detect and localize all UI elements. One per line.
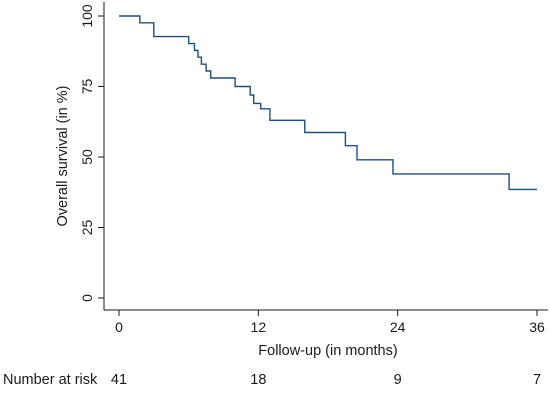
y-tick-label-0: 0 xyxy=(79,294,95,302)
x-axis-title: Follow-up (in months) xyxy=(258,343,397,359)
y-tick-label-75: 75 xyxy=(79,79,95,95)
number-at-risk-value-36: 7 xyxy=(533,372,541,388)
y-axis-title: Overall survival (in %) xyxy=(55,86,71,227)
number-at-risk-value-0: 41 xyxy=(111,372,127,388)
y-tick-label-100: 100 xyxy=(79,4,95,28)
number-at-risk-value-12: 18 xyxy=(250,372,266,388)
x-tick-label-36: 36 xyxy=(529,319,545,335)
survival-step-line-0 xyxy=(119,15,537,191)
y-tick-label-50: 50 xyxy=(79,149,95,165)
y-tick-label-25: 25 xyxy=(79,220,95,236)
x-tick-label-0: 0 xyxy=(115,319,123,335)
number-at-risk-label: Number at risk xyxy=(3,372,98,388)
x-tick-label-12: 12 xyxy=(251,319,267,335)
number-at-risk-value-24: 9 xyxy=(394,372,402,388)
plot-layer: 0 25 50 75 100 0 12 24 36 41 18 9 7 xyxy=(79,2,548,388)
x-tick-label-24: 24 xyxy=(390,319,406,335)
